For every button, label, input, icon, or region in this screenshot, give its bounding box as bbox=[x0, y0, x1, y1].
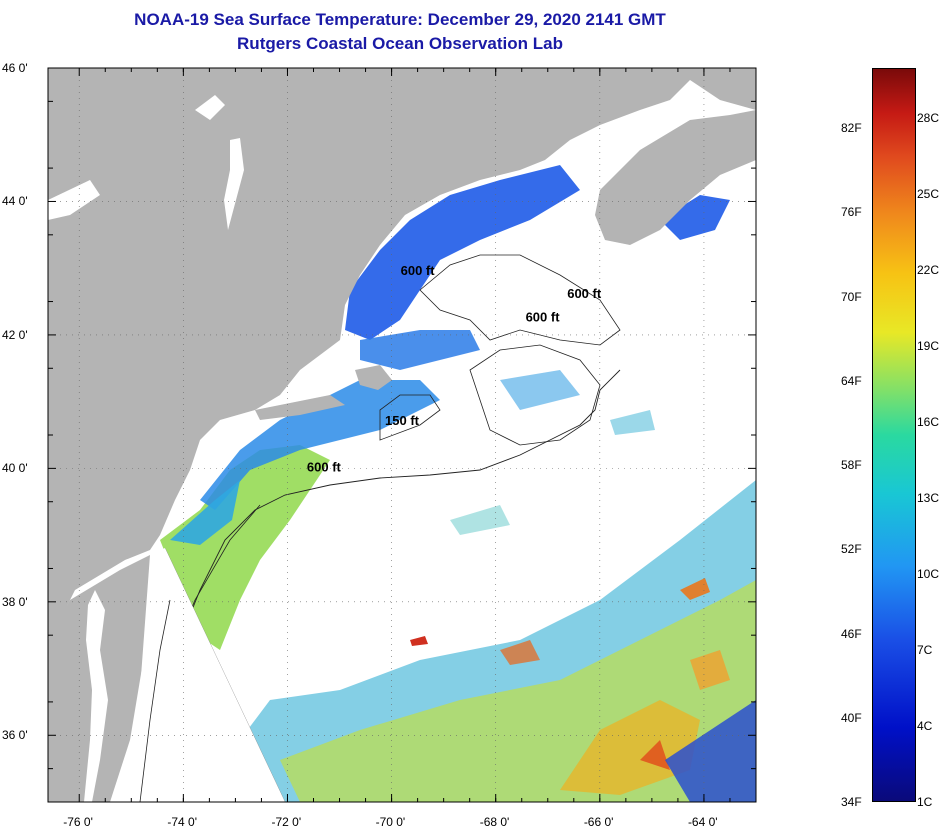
colorbar-fahrenheit-label: 76F bbox=[841, 205, 862, 220]
contour-label: 600 ft bbox=[401, 263, 436, 278]
colorbar-fahrenheit-label: 64F bbox=[841, 373, 862, 388]
lon-tick-label: -68 0' bbox=[479, 815, 510, 829]
contour-label: 600 ft bbox=[526, 310, 561, 325]
colorbar-celsius-label: 10C bbox=[917, 567, 940, 581]
lon-tick-label: -70 0' bbox=[375, 815, 406, 829]
map-title: NOAA-19 Sea Surface Temperature: Decembe… bbox=[134, 10, 666, 29]
colorbar-celsius-label: 28C bbox=[917, 111, 940, 125]
colorbar-fahrenheit-label: 34F bbox=[841, 795, 862, 809]
lon-tick-label: -64 0' bbox=[687, 815, 718, 829]
sst-gulf-of-maine bbox=[345, 165, 580, 340]
colorbar-celsius-label: 13C bbox=[917, 491, 940, 505]
land-us bbox=[48, 68, 756, 640]
lat-tick-label: 38 0' bbox=[2, 594, 28, 609]
map-subtitle: Rutgers Coastal Ocean Observation Lab bbox=[237, 34, 563, 53]
lon-tick-label: -74 0' bbox=[167, 815, 197, 829]
colorbar-celsius-label: 22C bbox=[917, 263, 940, 277]
sst-shelf-water bbox=[160, 445, 330, 650]
lat-tick-label: 46 0' bbox=[2, 61, 28, 75]
lon-tick-label: -66 0' bbox=[583, 815, 614, 829]
contour-labels: 600 ft 600 ft 600 ft 150 ft 600 ft bbox=[307, 263, 602, 475]
contour-150ft bbox=[379, 394, 441, 441]
colorbar-fahrenheit-label: 40F bbox=[841, 710, 862, 725]
colorbar-fahrenheit-label: 82F bbox=[841, 121, 862, 135]
contour-label: 600 ft bbox=[307, 460, 342, 475]
colorbar-celsius-label: 19C bbox=[917, 339, 940, 353]
lat-tick-label: 40 0' bbox=[2, 461, 28, 476]
colorbar-fahrenheit-label: 46F bbox=[841, 626, 862, 641]
lon-tick-label: -76 0' bbox=[63, 815, 93, 829]
colorbar-fahrenheit-label: 70F bbox=[841, 289, 862, 304]
lat-tick-label: 36 0' bbox=[2, 728, 28, 743]
map-frame bbox=[47, 67, 757, 803]
lat-tick-label: 42 0' bbox=[2, 327, 28, 342]
contour-label: 600 ft bbox=[567, 286, 602, 301]
colorbar-celsius-label: 25C bbox=[917, 187, 940, 201]
contour-600ft-shelf bbox=[164, 369, 621, 701]
temperature-colorbar bbox=[872, 68, 916, 802]
land-nova-scotia bbox=[595, 110, 756, 245]
colorbar-celsius-label: 1C bbox=[917, 795, 933, 809]
colorbar-celsius-label: 4C bbox=[917, 719, 933, 733]
lon-tick-label: -72 0' bbox=[271, 815, 302, 829]
colorbar-celsius-label: 7C bbox=[917, 643, 933, 657]
colorbar-celsius-label: 16C bbox=[917, 415, 940, 429]
contour-label: 150 ft bbox=[385, 413, 420, 428]
lat-tick-label: 44 0' bbox=[2, 194, 28, 209]
colorbar-fahrenheit-label: 58F bbox=[841, 458, 862, 472]
colorbar-fahrenheit-label: 52F bbox=[841, 542, 862, 557]
